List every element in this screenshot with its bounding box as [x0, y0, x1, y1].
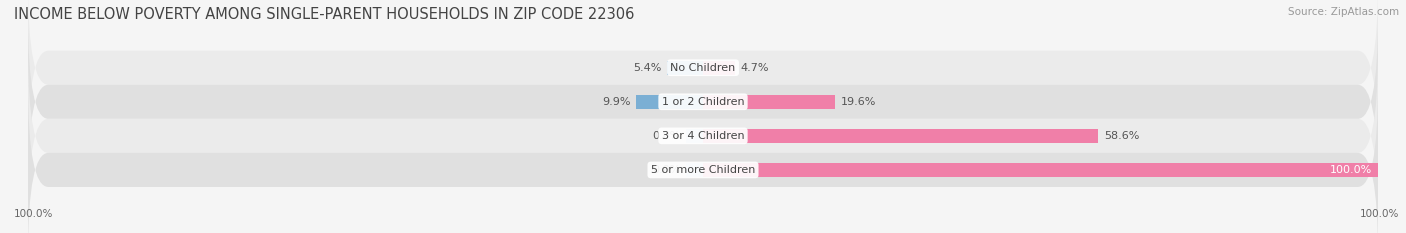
FancyBboxPatch shape: [28, 0, 1378, 153]
Text: No Children: No Children: [671, 63, 735, 73]
Text: 1 or 2 Children: 1 or 2 Children: [662, 97, 744, 107]
Bar: [636, 95, 703, 109]
Bar: [686, 129, 703, 143]
Text: 5 or more Children: 5 or more Children: [651, 165, 755, 175]
Bar: [703, 163, 1378, 177]
Text: 3 or 4 Children: 3 or 4 Children: [662, 131, 744, 141]
Text: 5.4%: 5.4%: [633, 63, 661, 73]
Text: 100.0%: 100.0%: [1360, 209, 1399, 219]
Text: Source: ZipAtlas.com: Source: ZipAtlas.com: [1288, 7, 1399, 17]
Text: 58.6%: 58.6%: [1104, 131, 1139, 141]
Bar: [703, 95, 835, 109]
FancyBboxPatch shape: [28, 51, 1378, 221]
Text: INCOME BELOW POVERTY AMONG SINGLE-PARENT HOUSEHOLDS IN ZIP CODE 22306: INCOME BELOW POVERTY AMONG SINGLE-PARENT…: [14, 7, 634, 22]
Bar: [703, 61, 735, 75]
Text: 100.0%: 100.0%: [14, 209, 53, 219]
FancyBboxPatch shape: [28, 17, 1378, 187]
Text: 4.7%: 4.7%: [740, 63, 769, 73]
Bar: [686, 163, 703, 177]
Bar: [703, 129, 1098, 143]
Text: 0.0%: 0.0%: [652, 165, 681, 175]
Text: 19.6%: 19.6%: [841, 97, 876, 107]
Bar: [666, 61, 703, 75]
Text: 0.0%: 0.0%: [652, 131, 681, 141]
FancyBboxPatch shape: [28, 85, 1378, 233]
Text: 100.0%: 100.0%: [1330, 165, 1372, 175]
Text: 9.9%: 9.9%: [602, 97, 631, 107]
